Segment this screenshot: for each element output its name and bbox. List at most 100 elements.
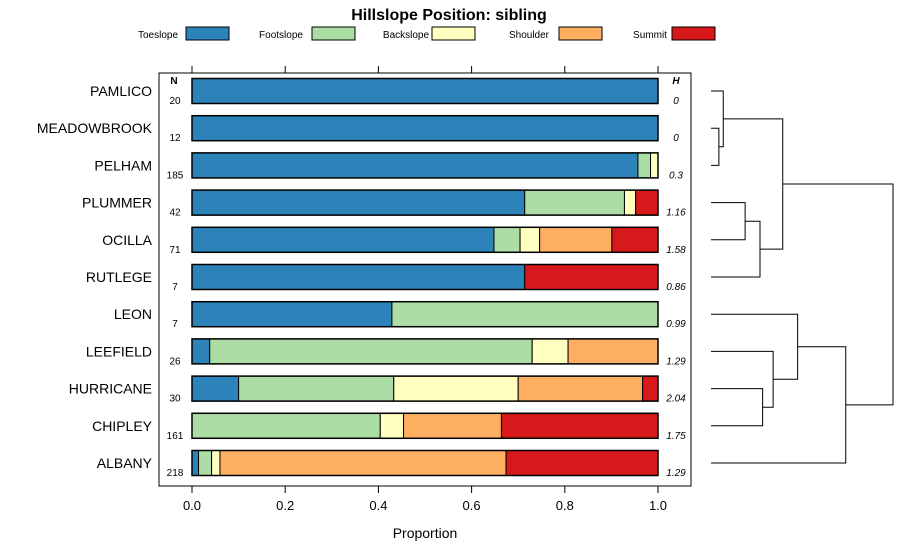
x-tick-label-0-8: 0.8	[556, 498, 574, 513]
legend: Toeslope Footslope Backslope Shoulder Summit	[138, 26, 716, 41]
h-header: H	[672, 76, 680, 87]
legend-swatch-shoulder	[558, 26, 603, 41]
h-value-pelham: 0.3	[669, 170, 683, 181]
bar-row-chipley	[191, 412, 659, 440]
n-value-hurricane: 30	[169, 394, 181, 405]
bar-outline-pelham	[191, 152, 659, 179]
h-value-albany: 1.29	[666, 468, 686, 479]
bar-outline-leon	[191, 300, 659, 328]
bar-segment-leefield-shoulder	[567, 338, 659, 365]
n-value-pamlico: 20	[169, 96, 181, 107]
legend-swatch-backslope	[431, 26, 476, 41]
x-tick-label-0-6: 0.6	[463, 498, 481, 513]
bar-outline-ocilla	[191, 226, 659, 254]
n-value-albany: 218	[167, 468, 184, 479]
h-value-plummer: 1.16	[666, 208, 686, 219]
h-value-meadowbrook: 0	[673, 133, 679, 144]
bar-segment-albany-shoulder	[219, 450, 507, 476]
bar-outline-meadowbrook	[191, 114, 659, 142]
bar-segment-hurricane-backslope	[393, 375, 519, 402]
x-tick-label-0-2: 0.2	[276, 498, 294, 513]
row-label-leefield: LEEFIELD	[86, 343, 152, 359]
bar-segment-leefield-footslope	[209, 338, 533, 365]
legend-swatch-toeslope	[185, 26, 230, 41]
dendrogram-link-10	[782, 183, 894, 406]
dendrogram-link-5	[723, 118, 784, 250]
row-label-ocilla: OCILLA	[102, 232, 152, 248]
row-label-plummer: PLUMMER	[82, 195, 152, 211]
bar-segment-leon-footslope	[391, 301, 659, 328]
x-tick-label-0-4: 0.4	[369, 498, 387, 513]
bar-outline-chipley	[191, 412, 659, 440]
n-value-ocilla: 71	[169, 245, 181, 256]
bar-row-pelham	[191, 152, 659, 179]
legend-label-toeslope: Toeslope	[138, 30, 178, 41]
bar-segment-plummer-backslope	[623, 189, 637, 216]
bar-segment-plummer-toeslope	[191, 189, 526, 216]
h-value-leefield: 1.29	[666, 356, 686, 367]
bar-segment-albany-toeslope	[191, 450, 200, 476]
bar-segment-ocilla-summit	[611, 226, 659, 253]
bar-segment-hurricane-shoulder	[517, 375, 644, 402]
x-axis: 0.0 0.2 0.4 0.6 0.8 1.0	[183, 66, 667, 513]
n-value-meadowbrook: 12	[169, 133, 181, 144]
row-label-meadowbrook: MEADOWBROOK	[37, 120, 153, 136]
legend-label-backslope: Backslope	[383, 30, 430, 41]
row-label-hurricane: HURRICANE	[69, 381, 152, 397]
bar-segment-chipley-footslope	[191, 412, 381, 439]
n-value-pelham: 185	[167, 170, 184, 181]
plot-frame	[158, 72, 692, 487]
bar-segment-chipley-shoulder	[403, 412, 502, 439]
dendrogram-link-2	[711, 90, 724, 148]
bar-segment-plummer-summit	[635, 189, 659, 216]
legend-swatch-summit	[671, 26, 716, 41]
x-tick-label-0-0: 0.0	[183, 498, 201, 513]
h-value-pamlico: 0	[673, 96, 679, 107]
h-value-chipley: 1.75	[666, 431, 686, 442]
row-label-albany: ALBANY	[97, 455, 153, 471]
bar-segment-chipley-summit	[500, 412, 659, 439]
dendrogram-link-4	[711, 220, 761, 278]
bars	[191, 77, 659, 477]
bar-segment-plummer-footslope	[524, 189, 625, 216]
h-value-rutlege: 0.86	[666, 282, 686, 293]
bar-segment-leon-toeslope	[191, 301, 393, 328]
bar-segment-hurricane-summit	[642, 375, 659, 402]
bar-row-pamlico	[191, 77, 659, 105]
h-value-leon: 0.99	[666, 319, 686, 330]
legend-label-shoulder: Shoulder	[509, 30, 550, 41]
bar-segment-chipley-backslope	[379, 412, 405, 439]
h-value-ocilla: 1.58	[666, 245, 686, 256]
x-tick-label-1-0: 1.0	[649, 498, 667, 513]
bar-segment-hurricane-footslope	[238, 375, 395, 402]
bar-row-leon	[191, 300, 659, 328]
row-label-pamlico: PAMLICO	[90, 83, 152, 99]
bar-row-albany	[191, 449, 659, 477]
bar-segment-pamlico-toeslope	[191, 78, 659, 104]
dendrogram-link-8	[711, 313, 799, 380]
bar-segment-albany-footslope	[198, 450, 213, 476]
bar-segment-ocilla-toeslope	[191, 226, 495, 253]
bar-outline-plummer	[191, 189, 659, 216]
bar-segment-leefield-backslope	[531, 338, 569, 365]
legend-label-summit: Summit	[633, 30, 667, 41]
bar-outline-pamlico	[191, 77, 659, 105]
chart-title: Hillslope Position: sibling	[351, 7, 547, 24]
bar-row-leefield	[191, 338, 659, 365]
row-label-pelham: PELHAM	[94, 157, 152, 173]
row-label-leon: LEON	[114, 306, 152, 322]
bar-outline-rutlege	[191, 263, 659, 291]
row-label-chipley: CHIPLEY	[92, 418, 153, 434]
row-label-rutlege: RUTLEGE	[86, 269, 152, 285]
bar-segment-rutlege-toeslope	[191, 264, 526, 290]
bar-row-rutlege	[191, 263, 659, 291]
bar-segment-meadowbrook-toeslope	[191, 115, 659, 142]
bar-segment-pelham-backslope	[650, 152, 659, 179]
n-value-chipley: 161	[167, 431, 184, 442]
bar-segment-leefield-toeslope	[191, 338, 211, 365]
h-value-hurricane: 2.04	[665, 394, 686, 405]
n-value-leon: 7	[172, 319, 178, 330]
bar-segment-hurricane-toeslope	[191, 375, 240, 402]
bar-segment-albany-backslope	[211, 450, 221, 476]
